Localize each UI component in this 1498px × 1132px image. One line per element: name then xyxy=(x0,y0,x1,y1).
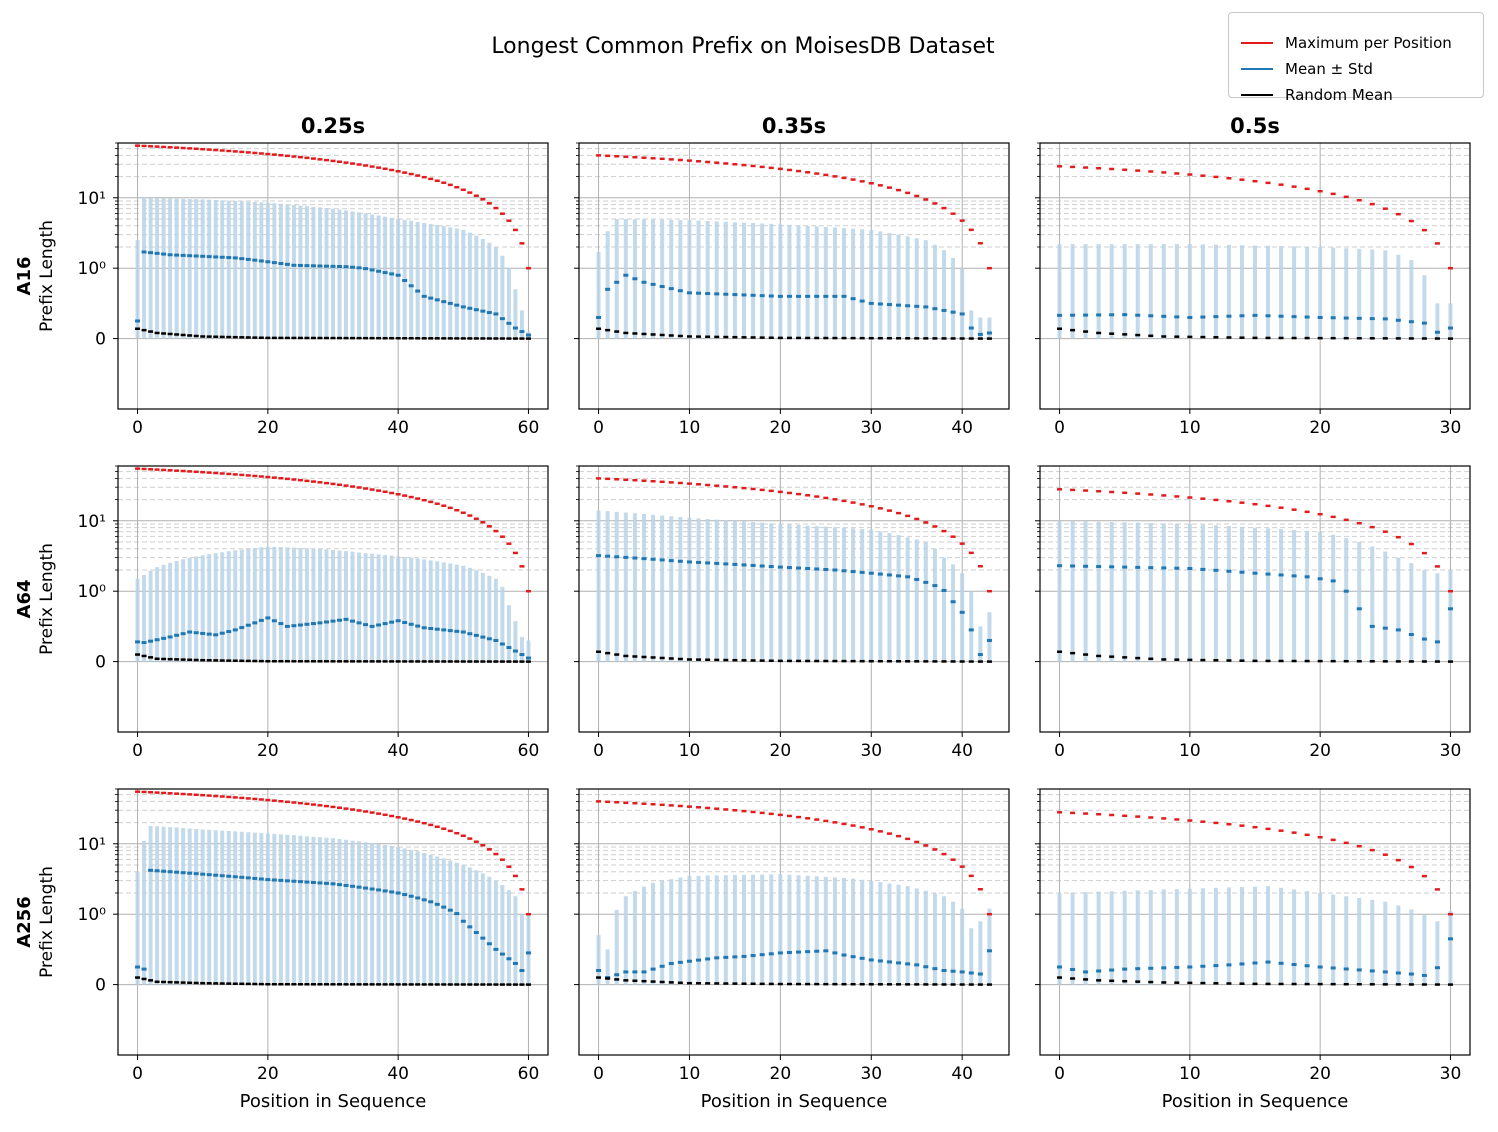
y-tick-label: 10⁰ xyxy=(78,905,107,925)
legend-swatch-maximum xyxy=(1241,42,1273,44)
x-tick-label: 0 xyxy=(1054,741,1065,761)
panel-a64-0_5s: 0 10 20 30 xyxy=(1035,465,1471,761)
panel-a256-0_5s: 0 10 20 30 Position in Sequence xyxy=(1035,788,1471,1112)
axes-frame xyxy=(578,788,1010,1056)
x-tick-label: 20 xyxy=(1309,1064,1331,1084)
x-tick-label: 30 xyxy=(860,741,882,761)
legend-label-mean-std: Mean ± Std xyxy=(1285,60,1373,78)
y-tick-label: 0 xyxy=(95,653,106,673)
figure-legend: Maximum per Position Mean ± Std Random M… xyxy=(1228,12,1484,104)
x-tick-label: 30 xyxy=(1440,1064,1462,1084)
y-axis-label: Prefix Length xyxy=(37,543,57,655)
legend-item-random-mean: Random Mean xyxy=(1241,85,1393,105)
x-tick-label: 10 xyxy=(1179,1064,1201,1084)
x-axis-label: Position in Sequence xyxy=(1162,1091,1349,1112)
column-title: 0.5s xyxy=(1230,114,1280,138)
x-tick-label: 0 xyxy=(132,418,143,438)
y-axis-label: Prefix Length xyxy=(37,866,57,978)
x-tick-label: 20 xyxy=(1309,418,1331,438)
panel-a64-0_35s: 0 10 20 30 40 xyxy=(574,465,1010,761)
x-tick-label: 10 xyxy=(679,741,701,761)
x-tick-label: 0 xyxy=(132,741,143,761)
x-tick-label: 10 xyxy=(679,1064,701,1084)
panel-a16-0_35s: 0 10 20 30 40 0.35s xyxy=(574,114,1010,438)
y-axis-label: Prefix Length xyxy=(37,220,57,332)
x-tick-label: 10 xyxy=(1179,741,1201,761)
x-tick-label: 40 xyxy=(951,741,973,761)
row-label-a256: A256 xyxy=(14,896,35,948)
x-tick-label: 40 xyxy=(387,418,409,438)
x-tick-label: 60 xyxy=(518,741,540,761)
x-tick-label: 40 xyxy=(951,1064,973,1084)
x-tick-label: 20 xyxy=(257,741,279,761)
x-tick-label: 0 xyxy=(1054,418,1065,438)
x-tick-label: 10 xyxy=(679,418,701,438)
panel-a16-0_5s: 0 10 20 30 0.5s xyxy=(1035,114,1471,438)
x-tick-label: 20 xyxy=(257,418,279,438)
x-axis-label: Position in Sequence xyxy=(240,1091,427,1112)
x-tick-label: 30 xyxy=(1440,741,1462,761)
x-tick-label: 30 xyxy=(1440,418,1462,438)
x-tick-label: 20 xyxy=(1309,741,1331,761)
x-tick-label: 40 xyxy=(387,1064,409,1084)
x-tick-label: 20 xyxy=(770,418,792,438)
legend-item-mean-std: Mean ± Std xyxy=(1241,59,1373,79)
legend-swatch-mean-std xyxy=(1241,68,1273,70)
axes-frame xyxy=(1039,788,1471,1056)
x-tick-label: 60 xyxy=(518,1064,540,1084)
x-tick-label: 30 xyxy=(860,1064,882,1084)
panel-a64-0_25s: 0 20 40 60 0 10⁰ 10¹ A64 Prefix Length xyxy=(14,465,549,761)
column-title: 0.35s xyxy=(762,114,826,138)
y-tick-label: 0 xyxy=(95,330,106,350)
axes-frame xyxy=(117,465,549,733)
axes-frame xyxy=(578,465,1010,733)
x-tick-label: 60 xyxy=(518,418,540,438)
x-tick-label: 20 xyxy=(770,741,792,761)
x-tick-label: 20 xyxy=(257,1064,279,1084)
x-tick-label: 0 xyxy=(593,418,604,438)
axes-frame xyxy=(578,142,1010,410)
x-tick-label: 0 xyxy=(1054,1064,1065,1084)
legend-label-maximum: Maximum per Position xyxy=(1285,34,1452,52)
x-tick-label: 40 xyxy=(951,418,973,438)
axes-frame xyxy=(1039,142,1471,410)
x-tick-label: 30 xyxy=(860,418,882,438)
y-tick-label: 10¹ xyxy=(78,835,106,855)
x-tick-label: 0 xyxy=(132,1064,143,1084)
panel-a256-0_35s: 0 10 20 30 40 Position in Sequence xyxy=(574,788,1010,1112)
legend-label-random-mean: Random Mean xyxy=(1285,86,1393,104)
row-label-a64: A64 xyxy=(14,580,35,619)
axes-frame xyxy=(117,788,549,1056)
x-tick-label: 0 xyxy=(593,1064,604,1084)
axes-frame xyxy=(117,142,549,410)
legend-item-maximum: Maximum per Position xyxy=(1241,33,1452,53)
y-tick-label: 10⁰ xyxy=(78,582,107,602)
x-tick-label: 0 xyxy=(593,741,604,761)
y-tick-label: 0 xyxy=(95,976,106,996)
y-tick-label: 10⁰ xyxy=(78,259,107,279)
x-tick-label: 20 xyxy=(770,1064,792,1084)
axes-frame xyxy=(1039,465,1471,733)
y-tick-label: 10¹ xyxy=(78,189,106,209)
x-axis-label: Position in Sequence xyxy=(701,1091,888,1112)
x-tick-label: 10 xyxy=(1179,418,1201,438)
row-label-a16: A16 xyxy=(14,257,35,296)
column-title: 0.25s xyxy=(301,114,365,138)
figure-title: Longest Common Prefix on MoisesDB Datase… xyxy=(491,34,995,59)
panel-a16-0_25s: 0 20 40 60 0 10⁰ 10¹ A16 Prefix Length 0.25s xyxy=(14,114,549,438)
x-tick-label: 40 xyxy=(387,741,409,761)
legend-swatch-random-mean xyxy=(1241,94,1273,96)
y-tick-label: 10¹ xyxy=(78,512,106,532)
panel-a256-0_25s: 0 20 40 60 0 10⁰ 10¹ A256 Prefix Length Position … xyxy=(14,788,549,1112)
